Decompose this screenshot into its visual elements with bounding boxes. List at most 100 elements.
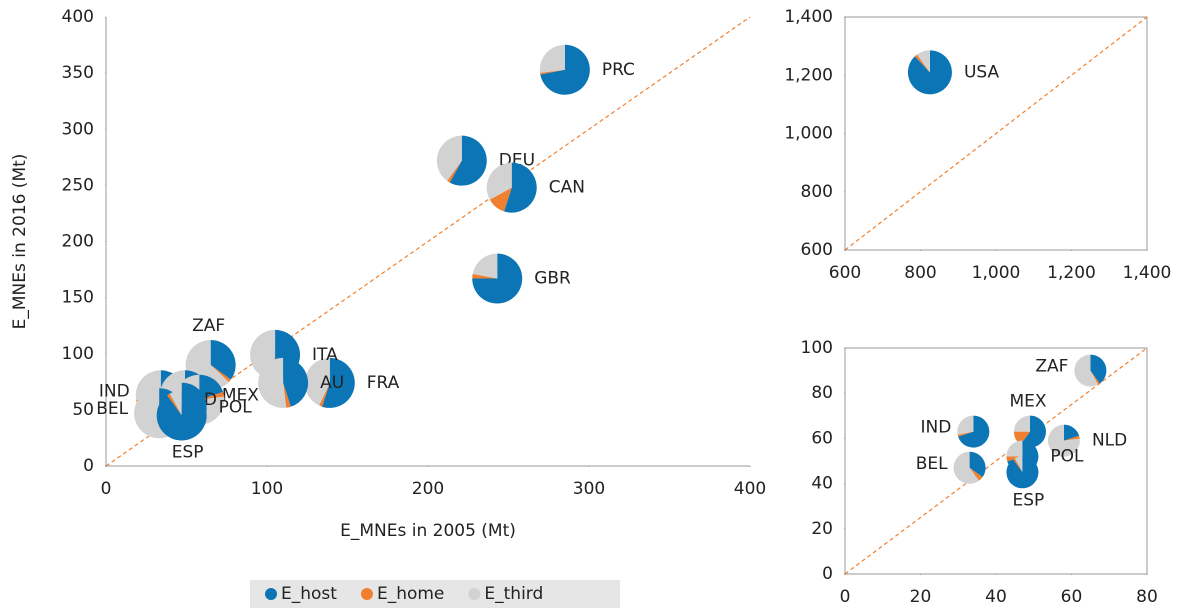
point-label: AU <box>320 373 344 393</box>
y-tick-label: 800 <box>801 182 833 202</box>
pie-slice <box>914 54 930 73</box>
pie-marker <box>486 162 537 213</box>
y-tick-label: 250 <box>62 175 94 195</box>
pie-slice <box>1090 370 1100 385</box>
pie-slice <box>447 160 462 183</box>
point-label: POL <box>219 398 253 418</box>
x-tick-label: 60 <box>1061 587 1083 607</box>
pie-marker <box>472 253 523 304</box>
pie-marker <box>957 415 990 448</box>
y-tick-label: 150 <box>62 288 94 308</box>
pie-marker <box>1013 415 1046 448</box>
pie-slice <box>1074 354 1099 387</box>
pie-slice <box>1013 415 1030 432</box>
point-label: ESP <box>1013 490 1045 510</box>
point-label: MEX <box>1009 392 1046 412</box>
point-label: MEX <box>222 385 259 405</box>
pie-marker <box>185 339 236 390</box>
pie-marker <box>436 135 487 186</box>
y-tick-label: 50 <box>72 400 94 420</box>
y-tick-label: 0 <box>83 456 94 476</box>
pie-slice <box>539 44 565 73</box>
point-label: BEL <box>96 399 128 419</box>
legend-box <box>250 580 620 608</box>
pie-slice <box>258 357 287 408</box>
x-tick-label: 600 <box>829 263 861 283</box>
legend-swatch <box>265 588 277 600</box>
pie-slice <box>969 467 983 481</box>
point-label: CAN <box>549 178 585 198</box>
diagonal <box>844 16 1148 251</box>
pie-slice <box>436 135 462 181</box>
pie-slice <box>958 415 990 448</box>
x-tick-label: 400 <box>734 479 766 499</box>
y-tick-label: 1,400 <box>784 7 833 27</box>
pie-slice <box>1047 424 1080 457</box>
y-tick-label: 300 <box>62 119 94 139</box>
pie-slice <box>1014 456 1023 473</box>
pie-slice <box>1063 424 1080 441</box>
y-tick-label: 100 <box>801 338 833 358</box>
point-label: POL <box>1050 446 1084 466</box>
pie-slice <box>489 187 512 212</box>
pie-marker <box>1006 456 1039 489</box>
pie-marker <box>1047 424 1080 457</box>
pie-slice <box>917 50 930 73</box>
diagonal <box>105 16 751 467</box>
x-tick-label: 20 <box>910 587 932 607</box>
pie-slice <box>1020 415 1046 448</box>
pie-slice <box>304 357 330 406</box>
point-label: IND <box>921 418 952 438</box>
y-tick-label: 200 <box>62 232 94 252</box>
y-tick-label: 1,200 <box>784 65 833 85</box>
point-label: IND <box>99 381 130 401</box>
pie-slice <box>1063 435 1080 441</box>
legend-label: E_third <box>484 584 543 604</box>
x-tick-label: 80 <box>1136 587 1158 607</box>
x-tick-label: 1,200 <box>1047 263 1096 283</box>
point-label: GBR <box>534 269 571 289</box>
pie-slice <box>907 50 952 95</box>
y-axis-label: E_MNEs in 2016 (Mt) <box>10 154 30 330</box>
pie-marker <box>907 50 952 95</box>
pie-slice <box>540 44 590 95</box>
point-label: FRA <box>367 373 400 393</box>
pie-slice <box>540 69 565 75</box>
pie-slice <box>283 357 309 407</box>
pie-slice <box>1090 354 1107 384</box>
legend-swatch <box>468 588 481 600</box>
pie-slice <box>969 451 986 478</box>
x-tick-label: 300 <box>573 479 605 499</box>
y-tick-label: 400 <box>62 7 94 27</box>
legend-label: E_host <box>281 584 337 604</box>
pie-slice <box>486 162 512 200</box>
point-label: USA <box>964 62 1000 82</box>
x-axis-label: E_MNEs in 2005 (Mt) <box>340 521 516 541</box>
point-label: ITA <box>312 345 338 365</box>
pie-slice <box>210 339 236 380</box>
pie-slice <box>957 431 974 437</box>
y-tick-label: 600 <box>801 240 833 260</box>
y-tick-label: 20 <box>811 519 833 539</box>
pie-marker <box>156 390 207 441</box>
point-label: ZAF <box>192 316 225 336</box>
x-tick-label: 0 <box>101 479 112 499</box>
point-label: ESP <box>172 442 204 462</box>
x-tick-label: 1,400 <box>1123 263 1172 283</box>
x-tick-label: 800 <box>904 263 936 283</box>
x-tick-label: 1,000 <box>972 263 1021 283</box>
pie-slice <box>156 390 207 441</box>
pie-slice <box>199 374 224 400</box>
pie-slice <box>1013 458 1023 473</box>
legend-label: E_home <box>377 584 444 604</box>
y-tick-label: 80 <box>811 383 833 403</box>
pie-slice <box>322 357 355 408</box>
pie-slice <box>166 393 182 416</box>
pie-marker <box>258 357 309 408</box>
y-tick-label: 100 <box>62 344 94 364</box>
pie-marker <box>539 44 590 95</box>
pie-slice <box>472 253 523 304</box>
pie-slice <box>472 273 498 279</box>
x-tick-label: 200 <box>412 479 444 499</box>
pie-slice <box>283 382 291 408</box>
